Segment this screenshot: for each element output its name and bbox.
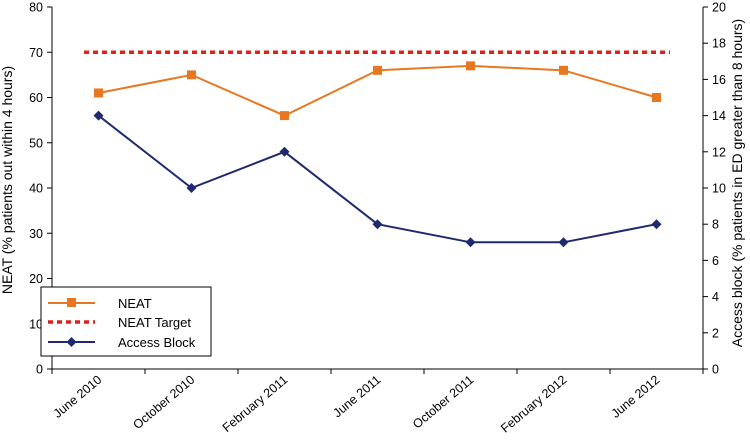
left-tick-label: 40: [29, 182, 43, 196]
right-tick-label: 4: [712, 290, 719, 304]
data-point: [280, 111, 289, 121]
left-axis-ticks: 0 10 20 30 40 50 60 70 80: [29, 1, 52, 377]
left-tick-label: 30: [29, 227, 43, 241]
data-point: [373, 65, 382, 75]
data-point: [559, 65, 568, 75]
right-tick-label: 6: [712, 254, 719, 268]
legend-item-neat: NEAT: [48, 296, 152, 311]
y2-axis-title: Access block (% patients in ED greater t…: [729, 19, 745, 347]
data-point: [372, 219, 383, 230]
series-layer: [84, 50, 670, 248]
right-tick-label: 16: [712, 73, 726, 87]
left-tick-label: 0: [36, 363, 43, 377]
left-tick-label: 50: [29, 136, 43, 150]
legend-neat-label: NEAT: [118, 296, 152, 311]
x-tick-label: February 2011: [220, 373, 291, 435]
right-tick-label: 18: [712, 37, 726, 51]
x-tick-label: June 2011: [330, 373, 383, 421]
series-neat: [94, 61, 661, 121]
data-point: [93, 110, 104, 121]
data-point: [186, 183, 197, 193]
legend-access-marker: [66, 337, 77, 347]
left-tick-label: 10: [29, 317, 43, 331]
data-point: [652, 93, 661, 102]
left-tick-label: 20: [29, 272, 43, 286]
data-point: [558, 237, 569, 248]
legend-target-label: NEAT Target: [118, 315, 191, 330]
x-tick-label: June 2010: [51, 373, 105, 421]
data-point: [279, 146, 290, 157]
right-tick-label: 8: [712, 218, 719, 232]
data-point: [651, 219, 662, 230]
series-access-block: [93, 110, 662, 248]
data-point: [466, 61, 475, 71]
legend-item-neat-target: NEAT Target: [48, 315, 191, 330]
data-point: [94, 88, 103, 98]
x-axis-ticks: June 2010 October 2010 February 2011 June 2…: [51, 369, 704, 436]
left-tick-label: 70: [29, 46, 43, 60]
y-axis-title: NEAT (% patients out within 4 hours): [0, 66, 15, 294]
x-tick-label: October 2010: [130, 373, 197, 432]
x-tick-label: June 2012: [609, 373, 663, 421]
right-tick-label: 0: [712, 363, 719, 377]
data-point: [465, 237, 476, 248]
legend-item-access-block: Access Block: [48, 335, 196, 350]
legend-access-label: Access Block: [118, 335, 196, 350]
x-tick-label: February 2012: [498, 373, 569, 436]
right-tick-label: 14: [712, 109, 726, 123]
legend-neat-marker: [67, 298, 76, 307]
right-tick-label: 12: [712, 145, 726, 159]
left-tick-label: 60: [29, 91, 43, 105]
right-tick-label: 2: [712, 326, 719, 340]
legend: NEAT NEAT Target Access Block: [40, 286, 212, 357]
right-tick-label: 20: [712, 1, 726, 15]
right-axis-ticks: 0 2 4 6 8 10 12 14 16 18 20: [703, 1, 726, 377]
left-tick-label: 80: [29, 1, 43, 15]
data-point: [187, 70, 196, 80]
x-tick-label: October 2011: [410, 373, 476, 432]
right-tick-label: 10: [712, 182, 726, 196]
